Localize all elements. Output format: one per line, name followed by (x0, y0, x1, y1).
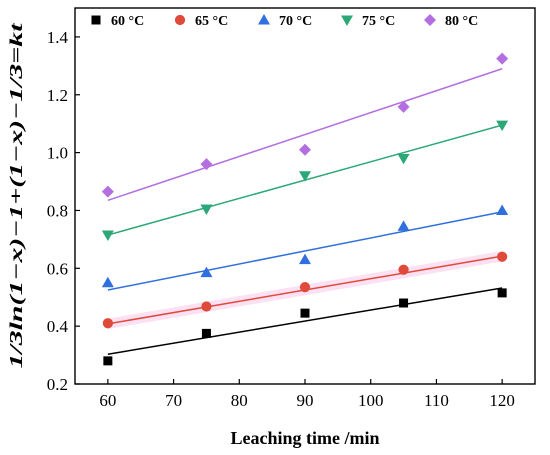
x-tick-label: 60 (99, 391, 116, 410)
fit-line-2 (107, 211, 503, 291)
data-point (300, 308, 310, 318)
x-tick-label: 110 (424, 391, 449, 410)
data-point (496, 204, 509, 215)
x-tick-label: 120 (489, 391, 515, 410)
legend-marker (174, 14, 186, 26)
y-tick-label: 0.6 (47, 259, 68, 278)
legend-marker (424, 14, 436, 26)
data-point (299, 143, 311, 156)
x-tick-label: 90 (297, 391, 314, 410)
data-point (299, 171, 311, 182)
data-point (101, 230, 114, 242)
legend-label: 65 °C (195, 14, 228, 29)
data-point (496, 52, 509, 65)
plot-frame (74, 7, 536, 385)
marker-layer (101, 52, 509, 366)
y-tick-label: 0.2 (47, 375, 68, 394)
data-point (103, 356, 113, 366)
y-axis-title: 1/3ln(1−x)−1+(1−x)−1/3=kt (6, 22, 27, 369)
fit-line-0 (107, 287, 503, 355)
x-axis-ticks: 60 70 80 90 100 110 120 (99, 379, 515, 410)
data-point (102, 318, 113, 329)
legend-marker (341, 15, 353, 26)
legend-label: 70 °C (279, 14, 312, 29)
data-point (497, 288, 507, 298)
y-tick-label: 1.4 (47, 28, 69, 47)
y-tick-label: 0.4 (47, 317, 69, 336)
data-point (398, 264, 409, 275)
data-point (399, 298, 409, 308)
legend-marker (91, 15, 101, 25)
x-tick-label: 70 (165, 391, 182, 410)
data-point (101, 276, 114, 288)
data-point (201, 301, 212, 312)
y-tick-label: 0.8 (47, 201, 68, 220)
data-point (397, 100, 410, 113)
x-tick-label: 80 (231, 391, 248, 410)
data-point (496, 120, 509, 132)
data-point (200, 266, 213, 278)
data-point (200, 204, 213, 216)
data-point (299, 282, 311, 293)
y-axis-ticks: 0.2 0.4 0.6 0.8 1.0 1.2 1.4 (47, 28, 80, 394)
data-point (101, 185, 114, 198)
data-point (397, 220, 410, 231)
x-tick-label: 100 (358, 391, 384, 410)
y-tick-label: 1.2 (47, 86, 68, 105)
x-axis-title: Leaching time /min (231, 428, 380, 448)
data-point (200, 158, 213, 171)
legend-marker (258, 14, 270, 25)
legend-label: 75 °C (362, 14, 395, 29)
data-point (397, 153, 410, 165)
data-point (201, 328, 211, 338)
fit-line-4 (107, 68, 503, 202)
data-point (497, 251, 508, 262)
legend: 60 °C 65 °C 70 °C 75 °C 80 °C (91, 14, 478, 29)
legend-label: 60 °C (111, 14, 144, 29)
y-tick-label: 1.0 (47, 144, 68, 163)
data-point (299, 253, 311, 265)
legend-label: 80 °C (445, 14, 478, 29)
